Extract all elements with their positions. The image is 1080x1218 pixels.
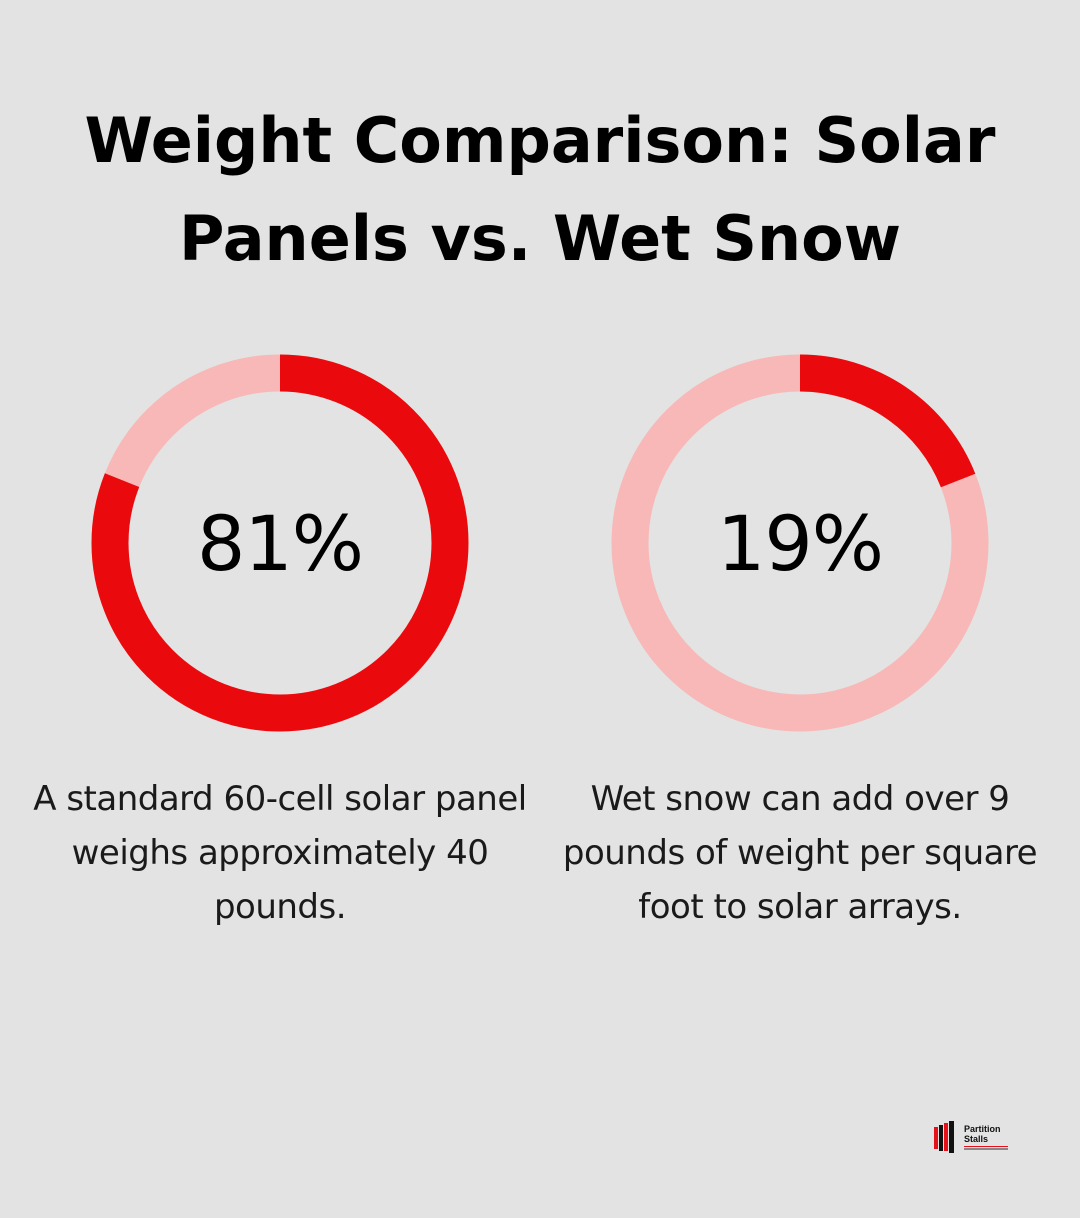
logo-wordmark: Partition Stalls — [964, 1124, 1008, 1150]
wet-snow-description: Wet snow can add over 9 pounds of weight… — [562, 779, 1038, 927]
donut-value-arc — [611, 354, 989, 732]
logo-text-line-2: Stalls — [964, 1134, 989, 1144]
solar-panel-description: A standard 60-cell solar panel weighs ap… — [33, 779, 527, 927]
donut-chart-solar-panel-svg — [91, 354, 469, 732]
logo-tagline-mark — [964, 1148, 1008, 1150]
donut-value-arc — [91, 354, 469, 732]
logo-rule — [964, 1146, 1008, 1147]
donut-chart-wet-snow: 19% — [611, 354, 989, 732]
chart-title-line-2: Panels vs. Wet Snow — [178, 202, 902, 275]
donut-value-label: 81% — [197, 498, 364, 588]
partition-stalls-logo-icon — [934, 1121, 954, 1153]
chart-title: Weight Comparison: Solar Panels vs. Wet … — [0, 92, 1080, 288]
chart-title-line-1: Weight Comparison: Solar — [84, 104, 996, 177]
donut-chart-wet-snow-svg — [611, 354, 989, 732]
partition-stalls-logo: Partition Stalls — [934, 1120, 1014, 1154]
logo-text-line-1: Partition — [964, 1124, 1001, 1134]
donut-value-label: 19% — [717, 498, 884, 588]
donut-chart-solar-panel: 81% — [91, 354, 469, 732]
